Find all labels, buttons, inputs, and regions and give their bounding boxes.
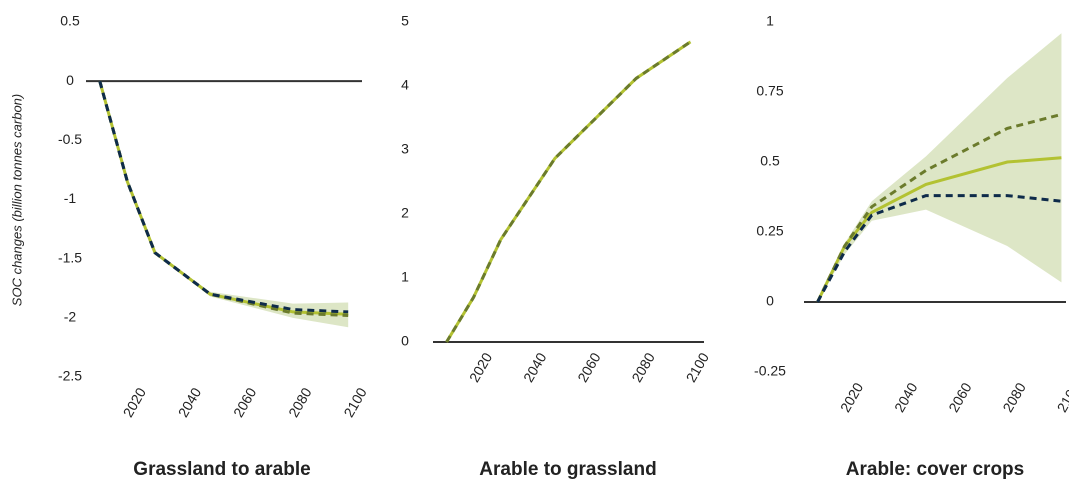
x-tick-label: 2060 bbox=[230, 385, 260, 420]
x-tick-label: 2020 bbox=[466, 350, 496, 385]
y-tick-label: -0.25 bbox=[754, 363, 786, 379]
y-axis-label: SOC changes (billion tonnes carbon) bbox=[9, 94, 24, 306]
x-tick-label: 2020 bbox=[120, 385, 150, 420]
series-line bbox=[98, 80, 349, 314]
y-tick-label: -1.5 bbox=[58, 249, 82, 265]
y-tick-label: 0 bbox=[766, 293, 774, 309]
panel bbox=[804, 33, 1066, 303]
y-tick-label: 0.5 bbox=[60, 13, 80, 29]
x-tick-label: 2060 bbox=[574, 350, 604, 385]
x-tick-label: 2100 bbox=[1054, 380, 1069, 415]
series-line bbox=[816, 112, 1062, 303]
y-tick-label: 1 bbox=[766, 13, 774, 29]
panel bbox=[433, 40, 704, 343]
x-tick-label: 2100 bbox=[340, 385, 370, 420]
series-line bbox=[98, 80, 349, 317]
x-tick-label: 2060 bbox=[945, 380, 975, 415]
panel-title: Arable to grassland bbox=[479, 459, 656, 480]
uncertainty-band bbox=[446, 40, 691, 343]
x-tick-label: 2080 bbox=[285, 385, 315, 420]
y-tick-label: 0 bbox=[401, 333, 409, 349]
x-tick-label: 2100 bbox=[683, 350, 713, 385]
series-line bbox=[445, 40, 692, 343]
x-tick-label: 2020 bbox=[837, 380, 867, 415]
x-tick-label: 2040 bbox=[175, 385, 205, 420]
y-tick-label: 5 bbox=[401, 13, 409, 29]
y-tick-label: -2 bbox=[64, 309, 77, 325]
y-tick-label: 3 bbox=[401, 141, 409, 157]
x-tick-label: 2080 bbox=[628, 350, 658, 385]
y-tick-label: 0 bbox=[66, 72, 74, 88]
series-line bbox=[98, 80, 349, 316]
y-tick-label: -1 bbox=[64, 190, 77, 206]
panel bbox=[86, 80, 362, 328]
series-line bbox=[445, 40, 692, 343]
uncertainty-band bbox=[817, 33, 1062, 302]
y-tick-label: 0.5 bbox=[760, 153, 780, 169]
y-tick-label: -2.5 bbox=[58, 368, 82, 384]
y-tick-label: 0.25 bbox=[756, 223, 783, 239]
y-tick-label: -0.5 bbox=[58, 131, 82, 147]
x-tick-label: 2040 bbox=[520, 350, 550, 385]
panel-title: Arable: cover crops bbox=[846, 459, 1024, 480]
y-tick-label: 4 bbox=[401, 77, 409, 93]
x-tick-label: 2040 bbox=[891, 380, 921, 415]
y-tick-label: 0.75 bbox=[756, 83, 783, 99]
x-tick-label: 2080 bbox=[999, 380, 1029, 415]
y-tick-label: 2 bbox=[401, 205, 409, 221]
panel-title: Grassland to arable bbox=[133, 459, 310, 480]
y-tick-label: 1 bbox=[401, 269, 409, 285]
